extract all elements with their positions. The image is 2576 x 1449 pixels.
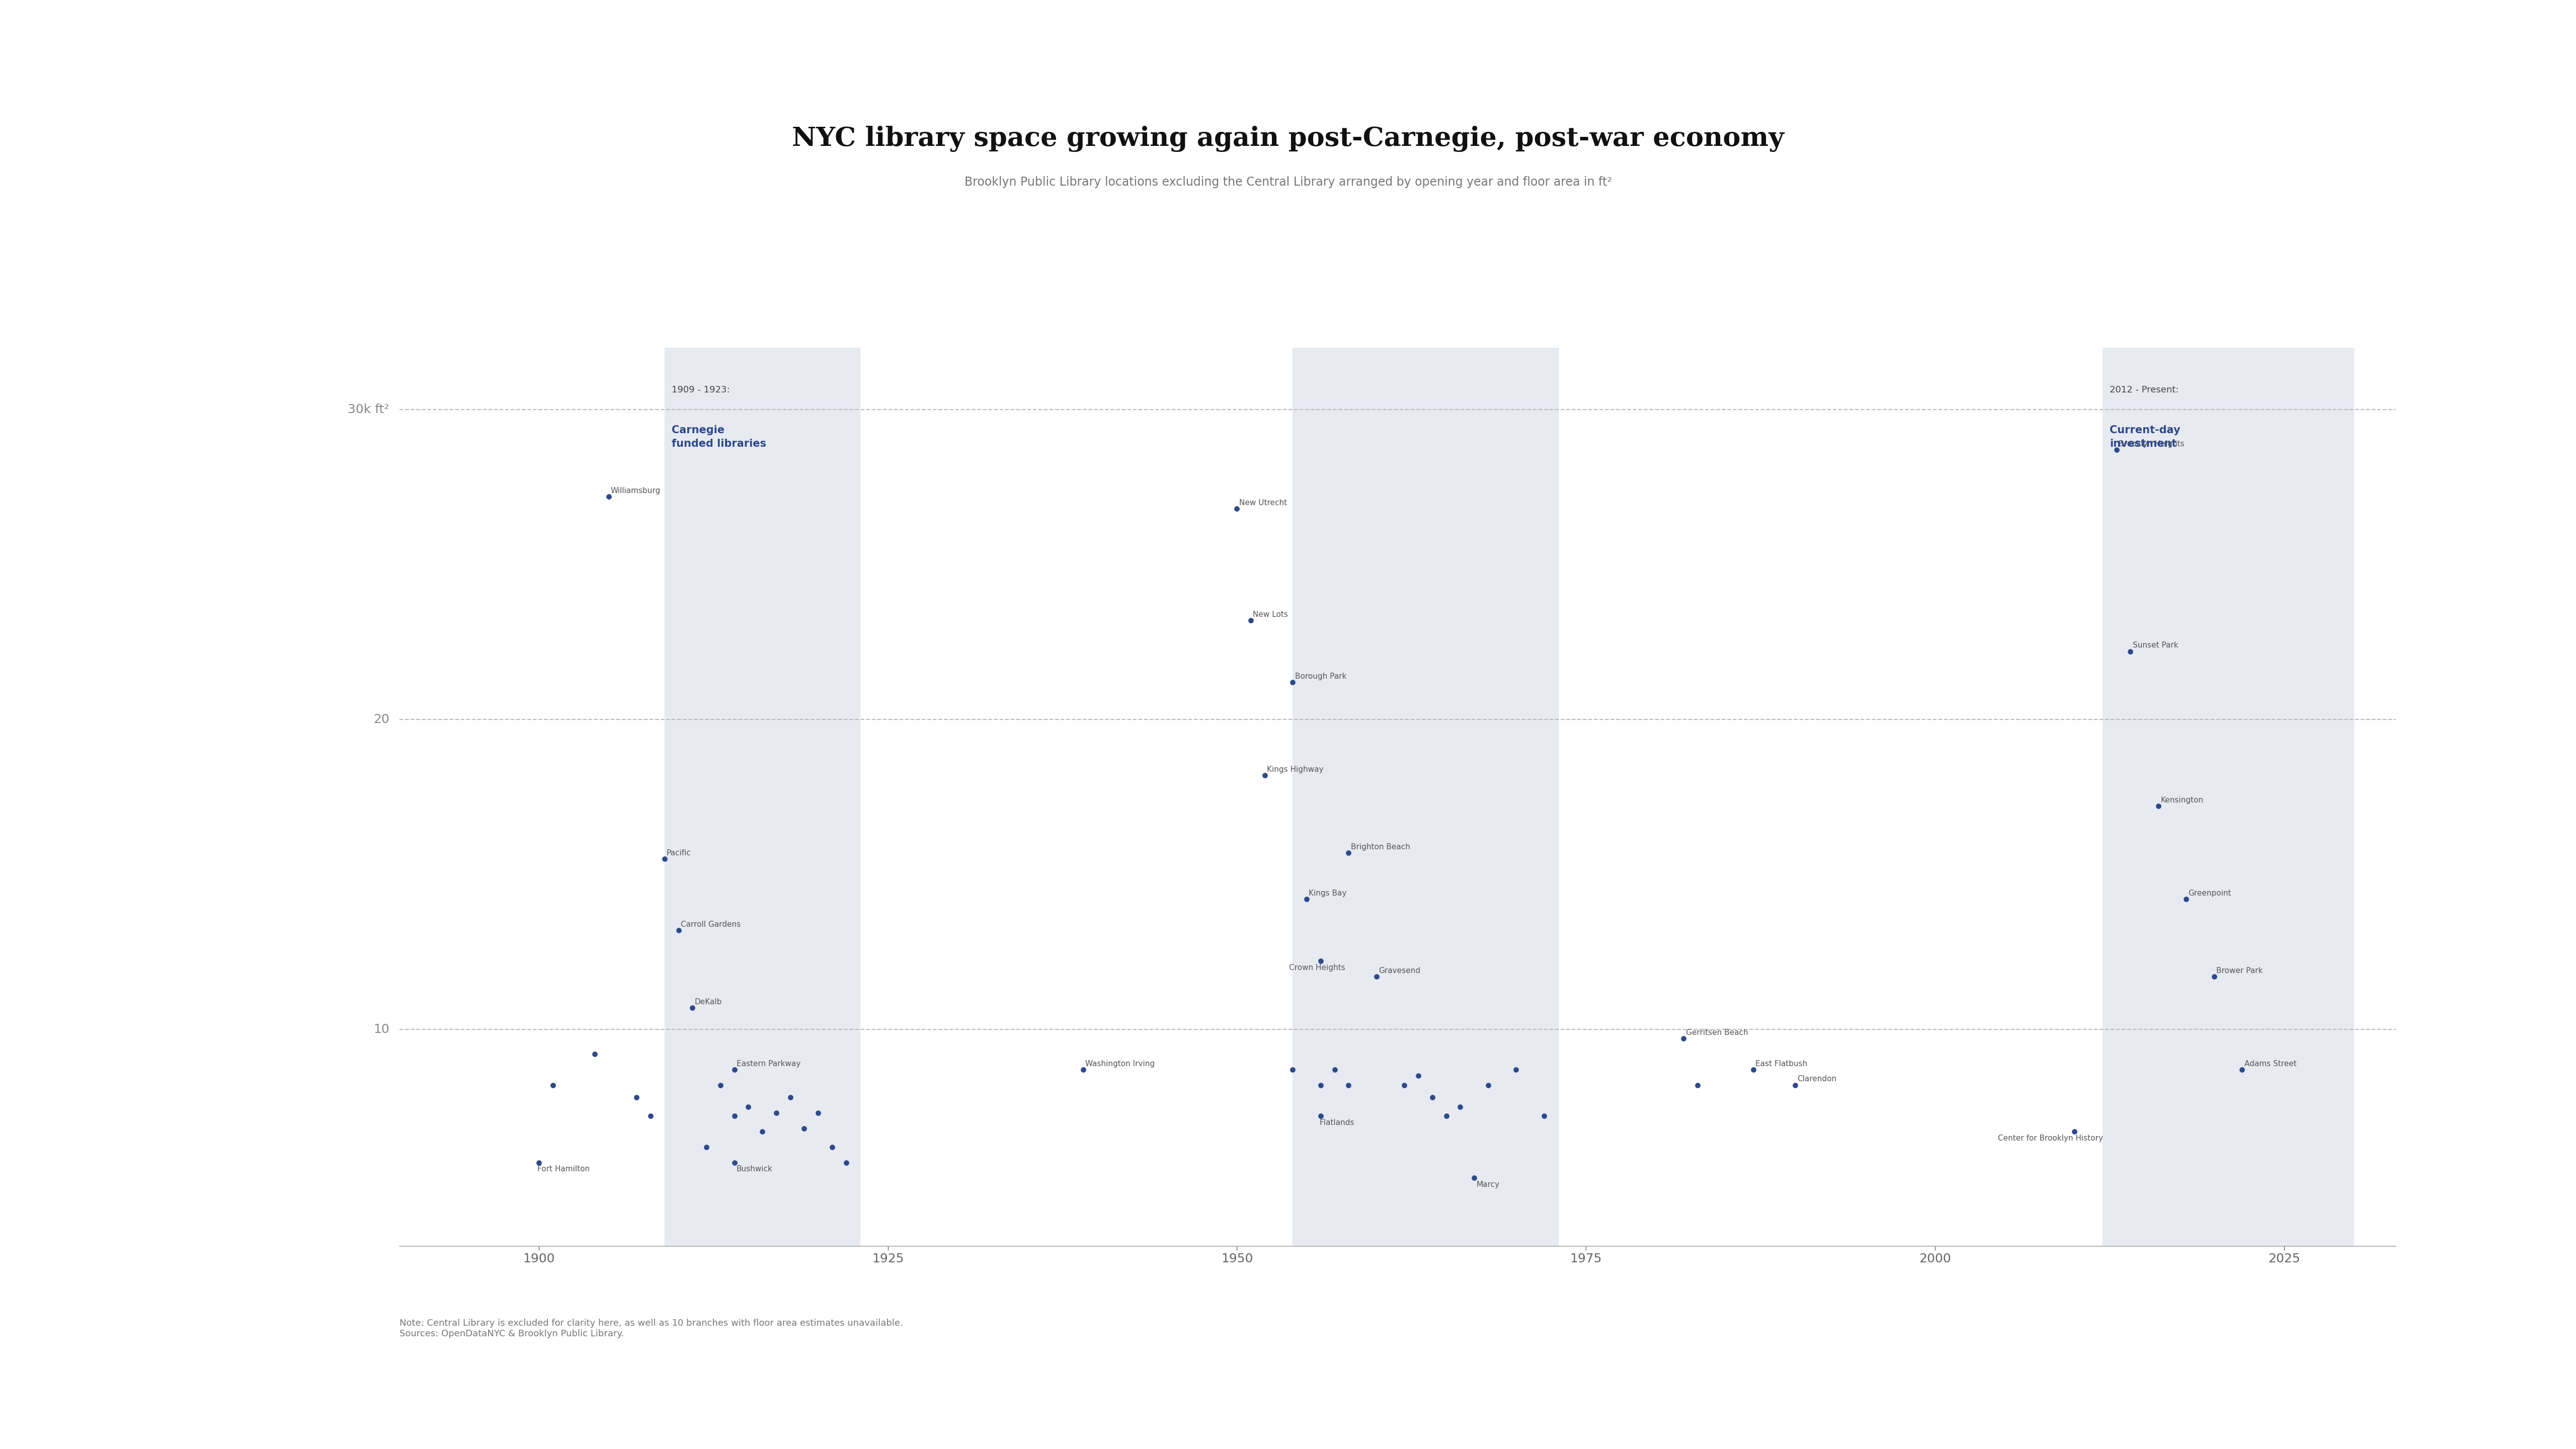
Point: [714, 1151, 755, 1174]
Text: Pacific: Pacific: [667, 849, 690, 856]
Text: Bushwick: Bushwick: [737, 1165, 773, 1172]
Text: Kings Bay: Kings Bay: [1309, 890, 1347, 897]
Point: [1664, 1027, 1705, 1051]
Point: [1522, 1104, 1564, 1127]
Text: Brooklyn Public Library locations excluding the Central Library arranged by open: Brooklyn Public Library locations exclud…: [963, 177, 1613, 188]
Text: Fort Hamilton: Fort Hamilton: [538, 1165, 590, 1172]
Point: [631, 1104, 672, 1127]
Text: Sunset Park: Sunset Park: [2133, 642, 2179, 649]
Text: Greenpoint: Greenpoint: [2190, 890, 2231, 897]
Point: [2053, 1120, 2094, 1143]
Text: Crown Heights: Crown Heights: [1288, 964, 1345, 971]
Bar: [1293, 348, 1558, 1246]
Point: [1775, 1074, 1816, 1097]
Point: [783, 1117, 824, 1140]
Point: [714, 1104, 755, 1127]
Point: [824, 1151, 866, 1174]
Point: [770, 1085, 811, 1108]
Point: [616, 1085, 657, 1108]
Text: Carroll Gardens: Carroll Gardens: [680, 920, 739, 927]
Text: Brower Park: Brower Park: [2215, 966, 2262, 975]
Point: [811, 1136, 853, 1159]
Point: [2221, 1058, 2262, 1081]
Text: Current-day
investment: Current-day investment: [2110, 425, 2179, 449]
Text: Clarendon: Clarendon: [1798, 1075, 1837, 1082]
Point: [1273, 1058, 1314, 1081]
Text: Brighton Beach: Brighton Beach: [1350, 843, 1409, 851]
Point: [1412, 1085, 1453, 1108]
Point: [587, 485, 629, 509]
Point: [533, 1074, 574, 1097]
Bar: [665, 348, 860, 1246]
Point: [2097, 439, 2138, 462]
Point: [714, 1058, 755, 1081]
Point: [1329, 1074, 1370, 1097]
Text: Marcy: Marcy: [1476, 1181, 1499, 1188]
Text: East Flatbush: East Flatbush: [1757, 1059, 1808, 1068]
Point: [1244, 764, 1285, 787]
Point: [701, 1074, 742, 1097]
Point: [2138, 794, 2179, 817]
Text: Borough Park: Borough Park: [1296, 672, 1347, 680]
Point: [657, 919, 698, 942]
Text: Kensington: Kensington: [2161, 797, 2202, 804]
Point: [1497, 1058, 1538, 1081]
Point: [1453, 1166, 1494, 1190]
Point: [1468, 1074, 1510, 1097]
Text: Flatlands: Flatlands: [1319, 1119, 1355, 1126]
Point: [672, 995, 714, 1019]
Point: [1216, 497, 1257, 520]
Point: [1301, 1104, 1342, 1127]
Text: New Lots: New Lots: [1252, 610, 1288, 619]
Text: Adams Street: Adams Street: [2244, 1059, 2295, 1068]
Point: [755, 1101, 796, 1124]
Text: Eastern Parkway: Eastern Parkway: [737, 1059, 801, 1068]
Text: Gravesend: Gravesend: [1378, 966, 1419, 975]
Point: [1355, 965, 1396, 988]
Text: DeKalb: DeKalb: [696, 998, 721, 1006]
Point: [685, 1136, 726, 1159]
Point: [1273, 671, 1314, 694]
Point: [1425, 1104, 1466, 1127]
Point: [574, 1042, 616, 1065]
Point: [1301, 1074, 1342, 1097]
Text: 30k ft²: 30k ft²: [348, 404, 389, 416]
Point: [726, 1095, 768, 1119]
Text: 10: 10: [374, 1023, 389, 1036]
Text: 1909 - 1923:: 1909 - 1923:: [672, 385, 729, 394]
Text: Gerritsen Beach: Gerritsen Beach: [1685, 1029, 1749, 1036]
Text: New Utrecht: New Utrecht: [1239, 500, 1288, 507]
Point: [518, 1151, 559, 1174]
Point: [1285, 888, 1327, 911]
Point: [742, 1120, 783, 1143]
Text: Washington Irving: Washington Irving: [1084, 1059, 1154, 1068]
Text: Carnegie
funded libraries: Carnegie funded libraries: [672, 425, 765, 449]
Bar: [2102, 348, 2354, 1246]
Point: [1329, 840, 1370, 864]
Point: [1314, 1058, 1355, 1081]
Text: 2012 - Present:: 2012 - Present:: [2110, 385, 2179, 394]
Point: [1383, 1074, 1425, 1097]
Text: 20: 20: [374, 713, 389, 726]
Point: [2166, 888, 2208, 911]
Point: [644, 848, 685, 871]
Point: [1064, 1058, 1105, 1081]
Point: [1677, 1074, 1718, 1097]
Text: Brooklyn Heights: Brooklyn Heights: [2117, 440, 2184, 448]
Text: Center for Brooklyn History: Center for Brooklyn History: [1999, 1135, 2102, 1142]
Point: [1399, 1064, 1440, 1087]
Point: [799, 1101, 840, 1124]
Point: [1301, 949, 1342, 972]
Point: [1734, 1058, 1775, 1081]
Point: [2195, 965, 2236, 988]
Text: Williamsburg: Williamsburg: [611, 487, 659, 494]
Point: [1440, 1095, 1481, 1119]
Text: NYC library space growing again post-Carnegie, post-war economy: NYC library space growing again post-Car…: [791, 126, 1785, 152]
Text: Kings Highway: Kings Highway: [1267, 765, 1324, 774]
Text: Note: Central Library is excluded for clarity here, as well as 10 branches with : Note: Central Library is excluded for cl…: [399, 1319, 902, 1337]
Point: [1231, 609, 1273, 632]
Point: [2110, 640, 2151, 664]
